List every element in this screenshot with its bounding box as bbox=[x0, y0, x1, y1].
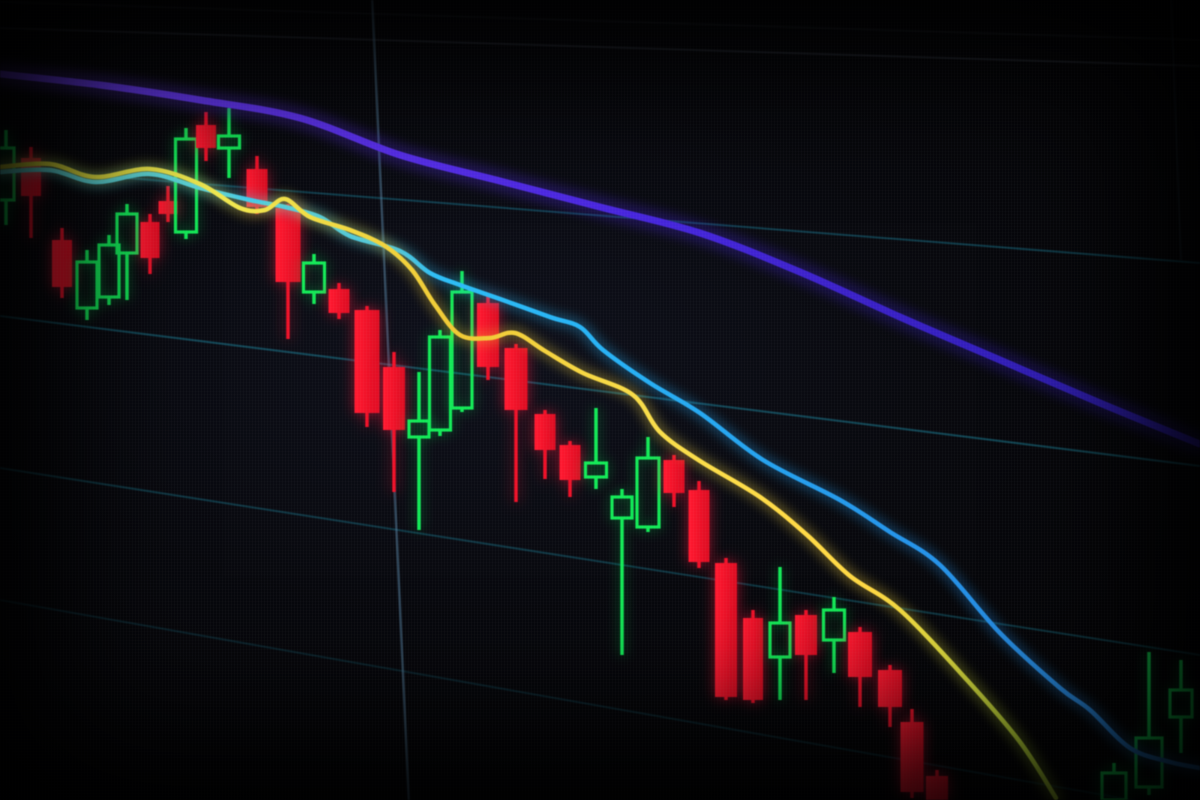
grid-top-faint-2 bbox=[0, 27, 1200, 67]
grid-horizontal-4 bbox=[0, 599, 1138, 800]
candle-body bbox=[196, 125, 216, 148]
candlestick-bullish bbox=[75, 250, 99, 320]
candlestick-bearish bbox=[328, 283, 350, 319]
candlestick-bearish bbox=[878, 665, 902, 727]
ma-mid-cyan bbox=[0, 167, 1200, 771]
candlestick-bearish bbox=[383, 352, 405, 492]
candlestick-bearish bbox=[52, 228, 72, 298]
candlestick-bearish bbox=[140, 214, 160, 274]
candle-body bbox=[275, 208, 301, 282]
candle-body bbox=[97, 243, 121, 299]
candlestick-bearish bbox=[848, 627, 872, 707]
candlestick-bearish bbox=[534, 410, 556, 479]
ma-mid-cyan-glow bbox=[0, 162, 1200, 776]
candle-body bbox=[328, 289, 350, 313]
candlestick-bearish bbox=[795, 610, 817, 700]
candle-body bbox=[383, 367, 405, 430]
candlestick-bullish bbox=[1168, 660, 1194, 753]
candlestick-bearish bbox=[275, 204, 301, 339]
candlestick-bearish bbox=[559, 441, 581, 497]
candlestick-bearish bbox=[196, 112, 216, 161]
candle-body bbox=[635, 456, 661, 529]
candle-body bbox=[216, 134, 242, 150]
candlestick-bullish bbox=[1100, 763, 1128, 800]
candle-body bbox=[795, 615, 817, 655]
candlestick-bearish bbox=[900, 709, 924, 798]
candle-body bbox=[407, 419, 431, 439]
candlestick-bullish bbox=[821, 597, 847, 673]
ma-fast-yellow bbox=[0, 161, 1059, 800]
candle-body bbox=[140, 222, 160, 258]
candle-body bbox=[715, 563, 737, 697]
candle-body bbox=[610, 495, 634, 520]
grid-vertical-2 bbox=[1170, 0, 1182, 261]
candlestick-bullish bbox=[427, 330, 453, 436]
candle-body bbox=[354, 310, 380, 413]
candle-body bbox=[768, 621, 792, 659]
candlestick-bearish bbox=[663, 455, 685, 507]
candlestick-bullish bbox=[635, 437, 661, 532]
moving-average-lines bbox=[0, 62, 1200, 800]
candle-body bbox=[583, 461, 609, 479]
candlestick-bullish bbox=[1134, 652, 1164, 795]
candlestick-bullish bbox=[97, 235, 121, 305]
candle-body bbox=[301, 261, 327, 294]
candle-body bbox=[688, 490, 710, 562]
grid-horizontal-3 bbox=[0, 467, 1200, 656]
candlestick-bullish bbox=[301, 254, 327, 304]
candlestick-bullish bbox=[216, 108, 242, 178]
candle-body bbox=[900, 722, 924, 792]
candle-body bbox=[450, 290, 474, 410]
candle-body bbox=[427, 335, 453, 432]
candle-body bbox=[878, 670, 902, 707]
candlestick-bearish bbox=[743, 610, 763, 703]
candle-body bbox=[821, 608, 847, 642]
candlestick-bearish bbox=[354, 306, 380, 427]
candlestick-bullish bbox=[407, 372, 431, 530]
candle-body bbox=[75, 260, 99, 310]
candle-body bbox=[52, 240, 72, 287]
candle-body bbox=[504, 348, 528, 410]
candlestick-bullish bbox=[610, 489, 634, 655]
candle-body bbox=[1100, 771, 1128, 800]
candle-body bbox=[158, 201, 178, 214]
candle-body bbox=[1168, 688, 1194, 719]
candlestick-bearish bbox=[158, 186, 178, 222]
ma-slow-purple bbox=[0, 70, 1200, 448]
candle-body bbox=[534, 414, 556, 450]
candlestick-bearish bbox=[688, 481, 710, 568]
grid-horizontal-2 bbox=[0, 315, 1200, 467]
candlestick-bearish bbox=[504, 344, 528, 502]
candle-body bbox=[743, 618, 763, 700]
candle-body bbox=[663, 460, 685, 493]
candlestick-bearish bbox=[715, 558, 737, 700]
candlestick-bearish bbox=[926, 770, 948, 800]
ma-slow-purple-glow bbox=[0, 62, 1200, 456]
candlestick-bullish bbox=[768, 567, 792, 700]
candle-body bbox=[559, 445, 581, 480]
candle-body bbox=[926, 776, 948, 800]
candle-body bbox=[115, 212, 139, 255]
candlestick-bullish bbox=[583, 408, 609, 489]
candlestick-bullish bbox=[115, 204, 139, 300]
grid-top-faint-1 bbox=[0, 1, 1200, 41]
candle-body bbox=[848, 632, 872, 677]
